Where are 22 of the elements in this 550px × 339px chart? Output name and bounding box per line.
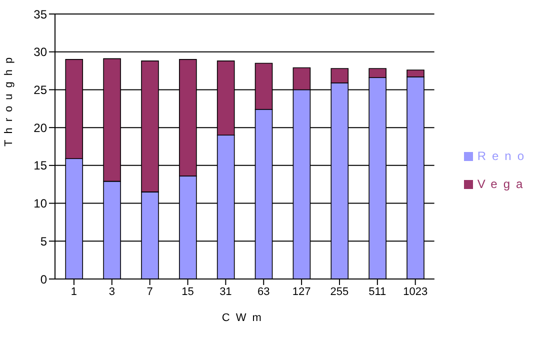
x-tick-label: 63 — [257, 286, 270, 298]
y-tick-label: 20 — [34, 120, 48, 135]
y-tick-label: 5 — [40, 234, 48, 248]
x-tick-label: 1023 — [403, 286, 428, 298]
y-tick-label: 30 — [34, 45, 48, 60]
x-axis-title: CWm — [222, 312, 268, 324]
x-tick-label: 127 — [292, 286, 311, 298]
x-tick-label: 255 — [330, 286, 349, 298]
y-axis-title: Throughp — [2, 51, 15, 146]
x-tick-label: 3 — [108, 286, 115, 298]
x-tick-label: 7 — [146, 286, 153, 298]
legend-label: Vega — [477, 176, 529, 190]
x-tick-label: 1 — [70, 286, 78, 298]
y-tick-label: 35 — [34, 7, 48, 22]
y-tick-label: 15 — [34, 158, 48, 173]
y-tick-label: 25 — [34, 82, 48, 97]
x-tick-label: 511 — [368, 286, 386, 298]
y-tick-label: 10 — [34, 196, 48, 211]
legend-label: Reno — [477, 148, 530, 162]
x-tick-label: 15 — [182, 286, 194, 298]
y-tick-label: 0 — [40, 272, 48, 286]
x-tick-label: 31 — [220, 286, 232, 298]
